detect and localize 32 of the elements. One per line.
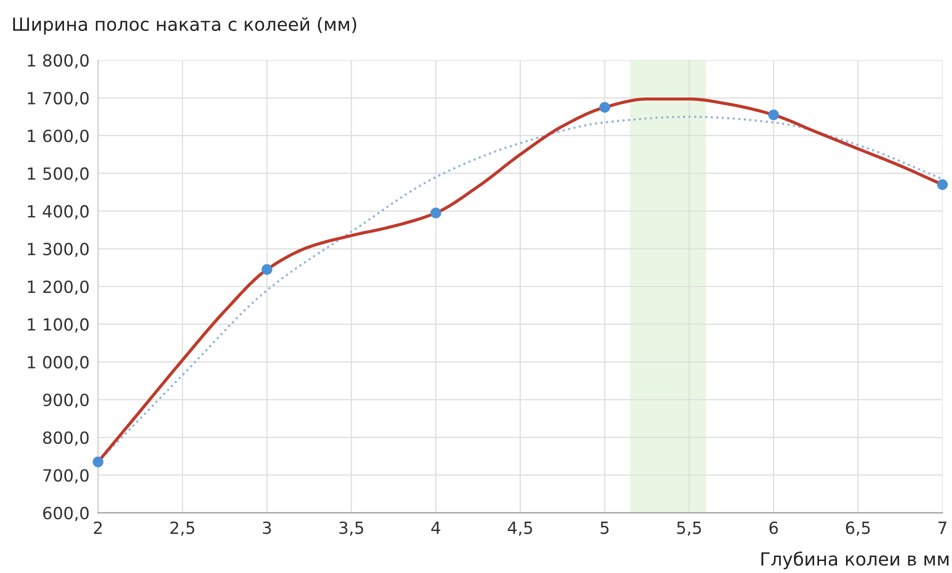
x-tick-label: 2,5 [170,521,194,536]
x-axis-title: Глубина колеи в мм [761,552,948,570]
y-tick-label: 700,0 [43,469,89,484]
y-tick-label: 1 600,0 [28,130,89,144]
point [430,208,442,218]
x-tick-label: 2 [94,521,102,534]
point [599,102,610,113]
y-tick-label: 1 500,0 [28,167,89,182]
x-tick-label: 5 [600,522,609,534]
point [92,456,104,468]
point [768,110,779,120]
x-tick-label: 3 [262,521,271,534]
y-tick-label: 1 700,0 [28,92,89,106]
y-tick-label: 1 400,0 [28,205,89,220]
x-tick-label: 4 [431,522,440,534]
x-tick-label: 4,5 [508,522,532,536]
x-tick-label: 6,5 [846,521,870,536]
x-tick-label: 3,5 [339,521,364,536]
x-tick-label: 7 [938,522,946,534]
y-tick-label: 1 200,0 [28,280,89,295]
y-tick-label: 900,0 [43,394,89,408]
y-tick-label: 1 800,0 [28,54,89,68]
x-tick-label: 5,5 [677,522,701,536]
y-tick-label: 1 000,0 [28,356,89,370]
y-tick-label: 1 100,0 [28,318,89,332]
y-axis-title: Ширина полос наката с колеей (мм) [13,17,356,35]
y-tick-label: 1 300,0 [28,242,89,258]
y-tick-label: 600,0 [43,506,89,522]
y-tick-label: 800,0 [43,431,89,446]
point [937,179,948,190]
x-tick-label: 6 [769,521,778,534]
point [262,264,272,275]
